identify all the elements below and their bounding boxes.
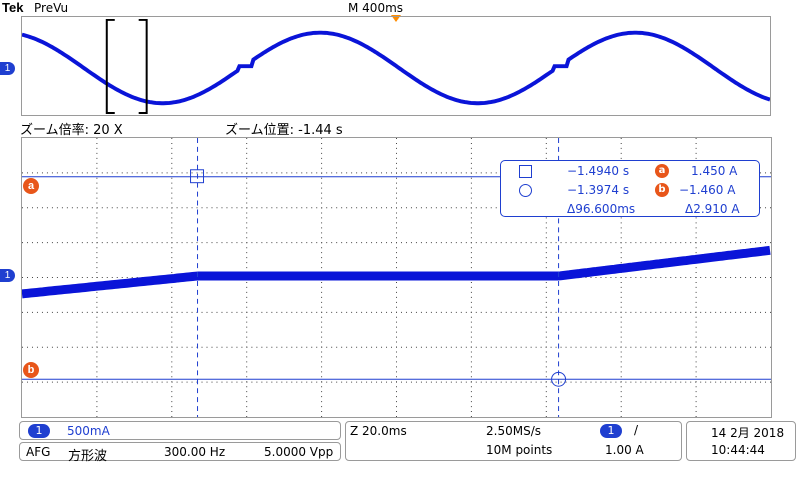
- channel-1-marker-overview[interactable]: 1: [0, 62, 15, 75]
- trigger-channel-badge: 1: [600, 424, 622, 438]
- channel-1-badge: 1: [28, 424, 50, 438]
- acquisition-mode: PreVu: [34, 1, 69, 15]
- afg-waveform: 方形波: [68, 449, 108, 464]
- cursor-b-value: −1.460 A: [679, 183, 736, 197]
- circle-cursor-icon: [519, 184, 532, 197]
- main-timebase: M 400ms: [348, 1, 404, 15]
- cursor-a-value: 1.450 A: [691, 164, 738, 178]
- datetime-box: 14 2月 2018 10:44:44: [686, 421, 796, 461]
- zoom-bracket-icon: [105, 18, 148, 115]
- zoom-position: ズーム位置: -1.44 s: [225, 123, 343, 138]
- channel-1-scale-box[interactable]: 1 500mA: [19, 421, 341, 440]
- sample-rate: 2.50MS/s: [486, 424, 541, 438]
- cursor-a-time: −1.4940 s: [567, 164, 630, 178]
- time: 10:44:44: [711, 443, 765, 457]
- cursor-b-badge: b: [655, 183, 669, 197]
- horizontal-trigger-box[interactable]: Z 20.0ms 2.50MS/s 10M points 1 / 1.00 A: [345, 421, 682, 461]
- cursor-a-badge: a: [655, 164, 669, 178]
- cursor-a-marker[interactable]: a: [23, 178, 39, 194]
- channel-1-scale: 500mA: [67, 424, 110, 438]
- date: 14 2月 2018: [711, 426, 785, 440]
- afg-box[interactable]: AFG 方形波 300.00 Hz 5.0000 Vpp: [19, 442, 341, 464]
- brand-logo: Tek: [2, 0, 24, 15]
- trigger-position-icon[interactable]: [391, 15, 401, 22]
- delta-value: Δ2.910 A: [685, 202, 740, 216]
- afg-amplitude: 5.0000 Vpp: [264, 445, 334, 459]
- channel-1-marker-zoom[interactable]: 1: [0, 269, 15, 282]
- cursor-readout: −1.4940 s −1.3974 s Δ96.600ms a b 1.450 …: [500, 160, 760, 217]
- cursor-b-time: −1.3974 s: [567, 183, 630, 197]
- overview-trace: [22, 30, 770, 106]
- zoom-scale: Z 20.0ms: [350, 424, 407, 438]
- trigger-slope-icon: /: [634, 423, 639, 437]
- zoom-trace: [22, 245, 771, 299]
- overview-waveform[interactable]: [21, 16, 771, 116]
- record-length: 10M points: [486, 443, 553, 457]
- zoom-factor: ズーム倍率: 20 X: [20, 123, 123, 138]
- afg-frequency: 300.00 Hz: [164, 445, 226, 459]
- afg-label: AFG: [26, 445, 51, 459]
- square-cursor-icon: [519, 165, 532, 178]
- cursor-b-marker[interactable]: b: [23, 362, 39, 378]
- overview-trace-svg: [22, 18, 770, 115]
- square-cursor-icon: [190, 169, 205, 184]
- trigger-level: 1.00 A: [605, 443, 644, 457]
- delta-time: Δ96.600ms: [567, 202, 636, 216]
- circle-cursor-icon: [551, 371, 567, 387]
